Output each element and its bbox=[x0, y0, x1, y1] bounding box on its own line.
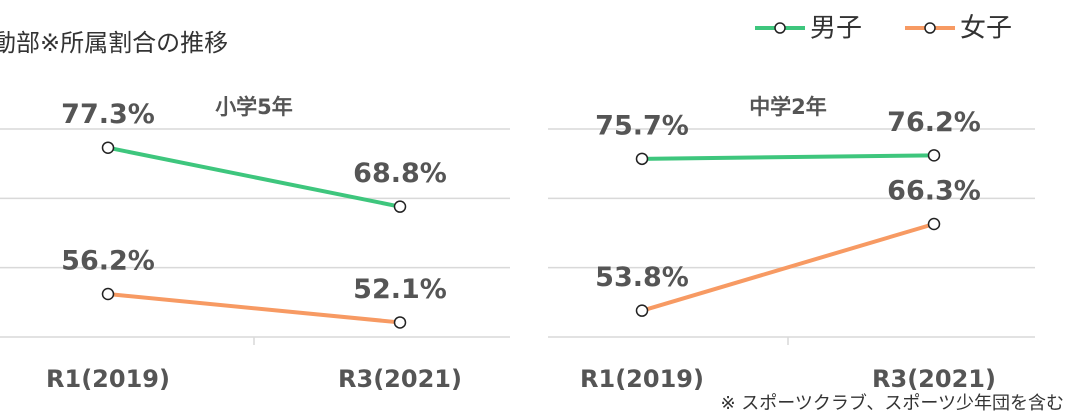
legend-label: 女子 bbox=[960, 14, 1012, 44]
point bbox=[393, 316, 407, 329]
footnote: ※ スポーツクラブ、スポーツ少年団を含む bbox=[720, 392, 1064, 414]
value-label: 75.7% bbox=[595, 110, 689, 141]
chart-title: 動部※所属割合の推移 bbox=[0, 29, 228, 57]
value-label: 76.2% bbox=[887, 107, 981, 138]
series-line bbox=[641, 153, 935, 161]
subtitle: 小学5年 bbox=[215, 95, 293, 119]
point bbox=[101, 141, 115, 154]
point bbox=[101, 287, 115, 301]
value-label: 53.8% bbox=[595, 262, 689, 293]
x-tick-label: R1(2019) bbox=[46, 365, 170, 393]
point bbox=[927, 217, 941, 231]
series-line bbox=[107, 292, 401, 325]
series-line bbox=[641, 222, 935, 313]
x-tick-label: R1(2019) bbox=[580, 365, 704, 393]
value-label: 66.3% bbox=[887, 175, 981, 206]
subtitle: 中学2年 bbox=[749, 95, 827, 119]
value-label: 56.2% bbox=[61, 246, 155, 277]
legend-marker bbox=[774, 22, 786, 34]
value-label: 77.3% bbox=[61, 99, 155, 130]
value-label: 52.1% bbox=[353, 274, 447, 305]
point bbox=[635, 152, 649, 166]
point bbox=[635, 304, 649, 317]
point bbox=[393, 200, 407, 213]
value-label: 68.8% bbox=[353, 158, 447, 189]
point bbox=[927, 149, 941, 162]
x-tick-label: R3(2021) bbox=[338, 365, 462, 393]
x-tick-label: R3(2021) bbox=[872, 365, 996, 393]
series-line bbox=[107, 145, 401, 209]
legend-label: 男子 bbox=[810, 14, 862, 44]
legend-marker bbox=[924, 22, 936, 34]
